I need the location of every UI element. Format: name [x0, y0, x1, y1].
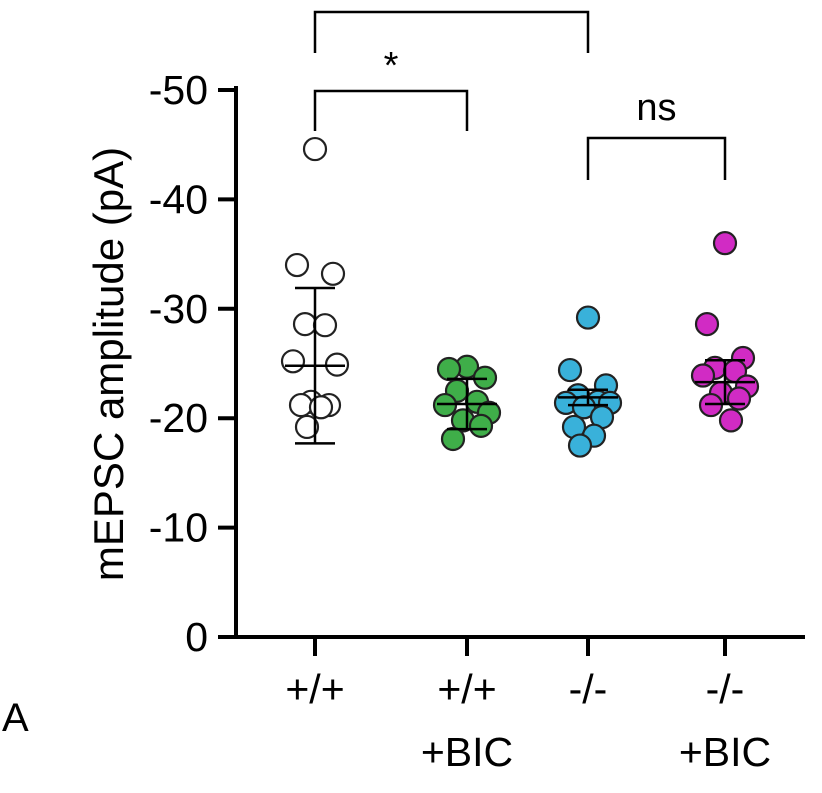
y-tick-label: 0: [185, 614, 208, 660]
data-point: [284, 252, 310, 278]
significance-label: ns: [636, 87, 676, 129]
data-point: [468, 413, 494, 438]
significance-bracket: [313, 10, 590, 53]
y-axis-label: mEPSC amplitude (pA): [85, 147, 132, 581]
data-point: [288, 392, 314, 418]
y-tick-label: -50: [149, 67, 208, 113]
data-point: [312, 313, 338, 338]
y-tick-label: -10: [149, 505, 208, 551]
data-point: [718, 408, 744, 433]
data-point: [440, 426, 466, 452]
significance-bracket: [586, 136, 727, 180]
x-tick-label: +BIC: [421, 729, 513, 775]
data-point: [436, 356, 462, 382]
significance-bracket: [313, 89, 469, 131]
data-point: [280, 349, 306, 374]
data-point: [726, 386, 752, 411]
data-point: [308, 395, 334, 420]
data-point: [567, 433, 593, 458]
y-tick-label: -40: [149, 176, 208, 222]
x-tick-label: +/+: [437, 666, 496, 712]
significance-label: *: [384, 45, 399, 87]
x-tick-label: +/+: [285, 666, 344, 712]
data-point: [302, 136, 328, 162]
x-tick-label: +BIC: [679, 729, 771, 775]
data-point: [712, 231, 738, 256]
panel-label: A: [2, 696, 29, 740]
data-point: [320, 261, 346, 286]
data-point: [557, 357, 583, 383]
data-point: [294, 414, 320, 440]
y-tick-label: -30: [149, 286, 208, 332]
data-point: [292, 312, 318, 337]
x-tick-label: -/-: [706, 666, 745, 712]
data-point: [575, 305, 601, 330]
y-tick-label: -20: [149, 395, 208, 441]
data-point: [694, 312, 720, 337]
x-tick-label: -/-: [569, 666, 608, 712]
